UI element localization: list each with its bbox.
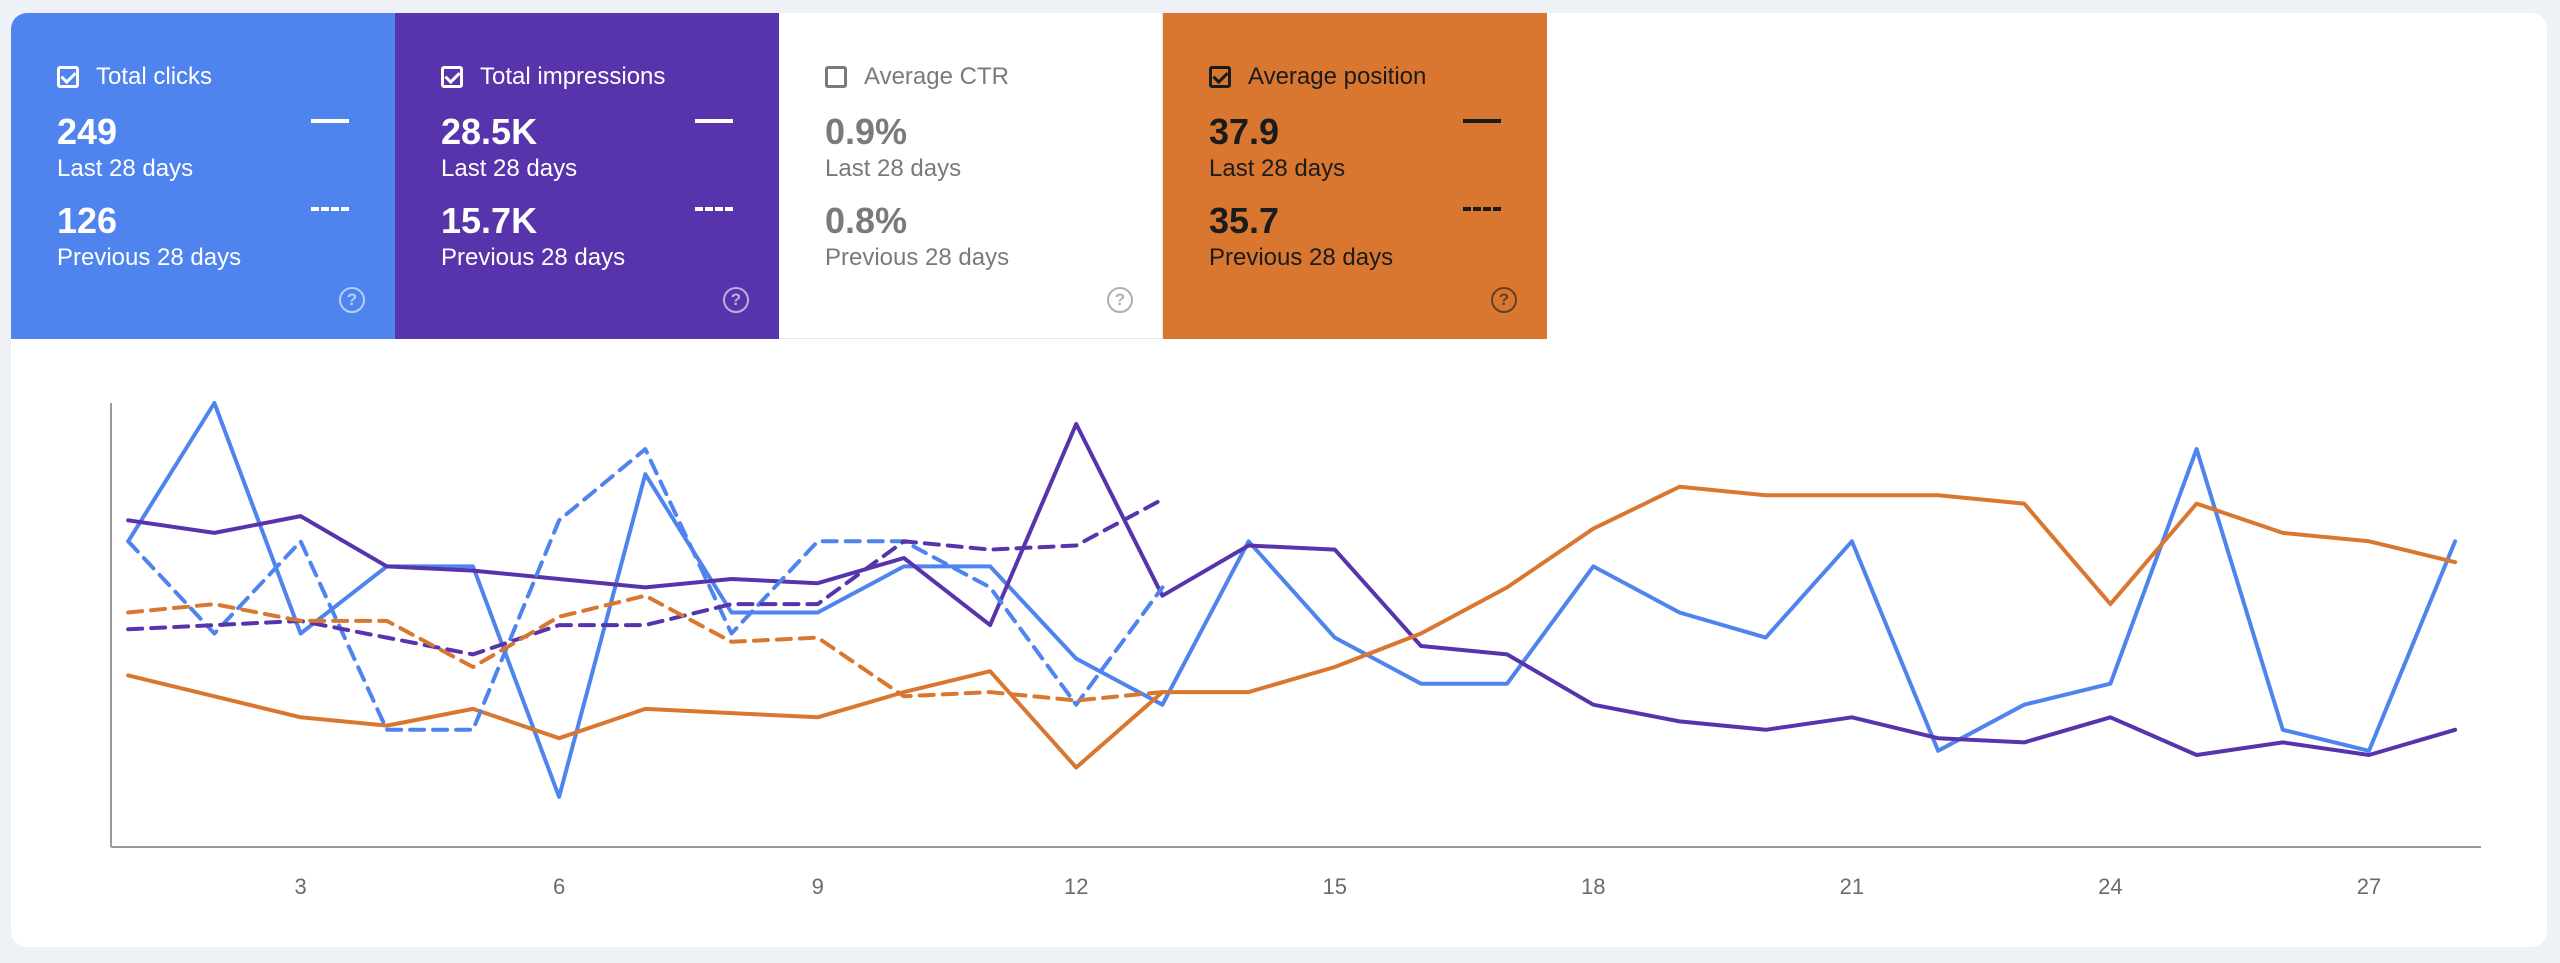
series-line-average-position-current — [126, 484, 2458, 770]
help-icon[interactable]: ? — [339, 287, 365, 313]
current-value: 249 — [57, 111, 118, 152]
metric-name: Total clicks — [96, 63, 213, 90]
metric-card-header: Total impressions — [441, 61, 779, 93]
current-period-label: Last 28 days — [1209, 155, 1346, 182]
metric-card-average-ctr[interactable]: Average CTR 0.9% Last 28 days 0.8% Previ… — [779, 13, 1163, 339]
metric-name: Average CTR — [864, 63, 1009, 90]
dashed-line-legend-icon — [695, 207, 733, 211]
performance-line-chart: 3 6 9 12 15 18 21 24 27 — [110, 401, 2481, 899]
metric-name: Total impressions — [480, 63, 666, 90]
x-tick-label: 27 — [2357, 874, 2381, 899]
chart-series — [126, 401, 2458, 799]
x-tick-label: 24 — [2098, 874, 2122, 899]
metric-card-total-clicks[interactable]: Total clicks 249 Last 28 days 126 Previo… — [11, 13, 395, 339]
checkbox-icon[interactable] — [441, 66, 463, 88]
metric-card-header: Total clicks — [57, 61, 395, 93]
checkbox-icon[interactable] — [57, 66, 79, 88]
checkbox-icon[interactable] — [1209, 66, 1231, 88]
current-period-label: Last 28 days — [441, 155, 578, 182]
x-tick-label: 21 — [1840, 874, 1864, 899]
help-icon[interactable]: ? — [1107, 287, 1133, 313]
series-line-average-position-previous — [126, 593, 1165, 703]
performance-panel: Total clicks 249 Last 28 days 126 Previo… — [11, 13, 2547, 947]
series-line-total-impressions-previous — [126, 497, 1165, 657]
previous-period-label: Previous 28 days — [441, 244, 626, 271]
current-period-label: Last 28 days — [825, 155, 962, 182]
current-value: 37.9 — [1209, 111, 1280, 152]
previous-value: 126 — [57, 200, 118, 241]
previous-period-label: Previous 28 days — [825, 244, 1010, 271]
x-tick-label: 18 — [1581, 874, 1605, 899]
solid-line-legend-icon — [311, 119, 349, 123]
chart-axes — [110, 403, 2481, 848]
metric-name: Average position — [1248, 63, 1427, 90]
previous-value: 35.7 — [1209, 200, 1280, 241]
series-line-total-clicks-current — [126, 401, 2458, 799]
metric-card-header: Average position — [1209, 61, 1547, 93]
help-icon[interactable]: ? — [1491, 287, 1517, 313]
previous-value: 15.7K — [441, 200, 538, 241]
current-value: 28.5K — [441, 111, 538, 152]
metric-card-total-impressions[interactable]: Total impressions 28.5K Last 28 days 15.… — [395, 13, 779, 339]
dashed-line-legend-icon — [311, 207, 349, 211]
previous-period-label: Previous 28 days — [57, 244, 242, 271]
solid-line-legend-icon — [1463, 119, 1501, 123]
x-tick-label: 3 — [294, 874, 306, 899]
metric-card-header: Average CTR — [825, 61, 1162, 93]
checkbox-icon[interactable] — [825, 66, 847, 88]
x-tick-label: 6 — [553, 874, 565, 899]
current-value: 0.9% — [825, 111, 908, 152]
series-line-total-clicks-previous — [126, 447, 1165, 732]
solid-line-legend-icon — [695, 119, 733, 123]
help-icon[interactable]: ? — [723, 287, 749, 313]
x-tick-label: 9 — [812, 874, 824, 899]
series-line-total-impressions-current — [126, 422, 2458, 757]
x-tick-label: 15 — [1323, 874, 1347, 899]
metric-cards: Total clicks 249 Last 28 days 126 Previo… — [11, 13, 1547, 339]
x-tick-label: 12 — [1064, 874, 1088, 899]
x-axis-ticks: 3 6 9 12 15 18 21 24 27 — [294, 874, 2381, 899]
previous-period-label: Previous 28 days — [1209, 244, 1394, 271]
previous-value: 0.8% — [825, 200, 908, 241]
metric-card-average-position[interactable]: Average position 37.9 Last 28 days 35.7 … — [1163, 13, 1547, 339]
current-period-label: Last 28 days — [57, 155, 194, 182]
dashed-line-legend-icon — [1463, 207, 1501, 211]
